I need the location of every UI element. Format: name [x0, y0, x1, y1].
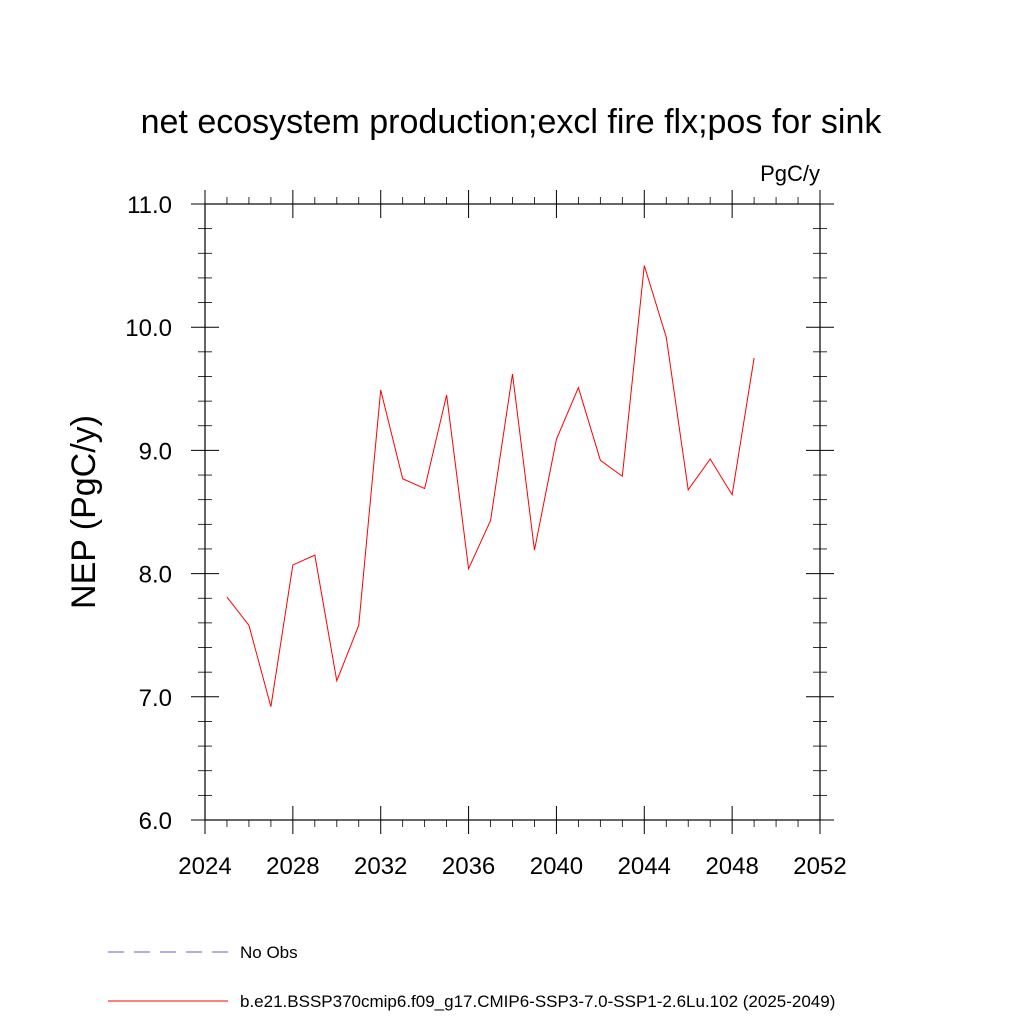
x-tick-label: 2048 — [705, 853, 758, 880]
ticks-layer: 2024 2028 2032 2036 2040 2044 2048 2052 6.0 7.0 8.… — [125, 190, 847, 880]
x-tick-label: 2036 — [442, 853, 495, 880]
y-tick-label: 6.0 — [139, 808, 172, 835]
x-tick-label: 2052 — [793, 853, 846, 880]
x-tick-label: 2044 — [618, 853, 671, 880]
series-line — [226, 265, 755, 707]
x-tick-label: 2032 — [354, 853, 407, 880]
y-axis-label: NEP (PgC/y) — [65, 415, 103, 609]
series-layer — [226, 265, 755, 707]
x-tick-label: 2024 — [178, 853, 231, 880]
chart-title: net ecosystem production;excl fire flx;p… — [141, 103, 883, 141]
plot-frame — [204, 203, 821, 821]
y-tick-label: 11.0 — [127, 192, 172, 219]
legend: No Obs b.e21.BSSP370cmip6.f09_g17.CMIP6-S… — [108, 943, 835, 1011]
x-tick-label: 2028 — [266, 853, 319, 880]
units-label: PgC/y — [760, 161, 820, 186]
legend-label: No Obs — [240, 943, 298, 962]
y-tick-label: 8.0 — [139, 562, 172, 589]
x-tick-label: 2040 — [530, 853, 583, 880]
y-tick-label: 7.0 — [139, 685, 172, 712]
legend-label: b.e21.BSSP370cmip6.f09_g17.CMIP6-SSP3-7.… — [240, 992, 835, 1011]
y-tick-label: 10.0 — [125, 315, 172, 342]
y-tick-label: 9.0 — [139, 438, 172, 465]
